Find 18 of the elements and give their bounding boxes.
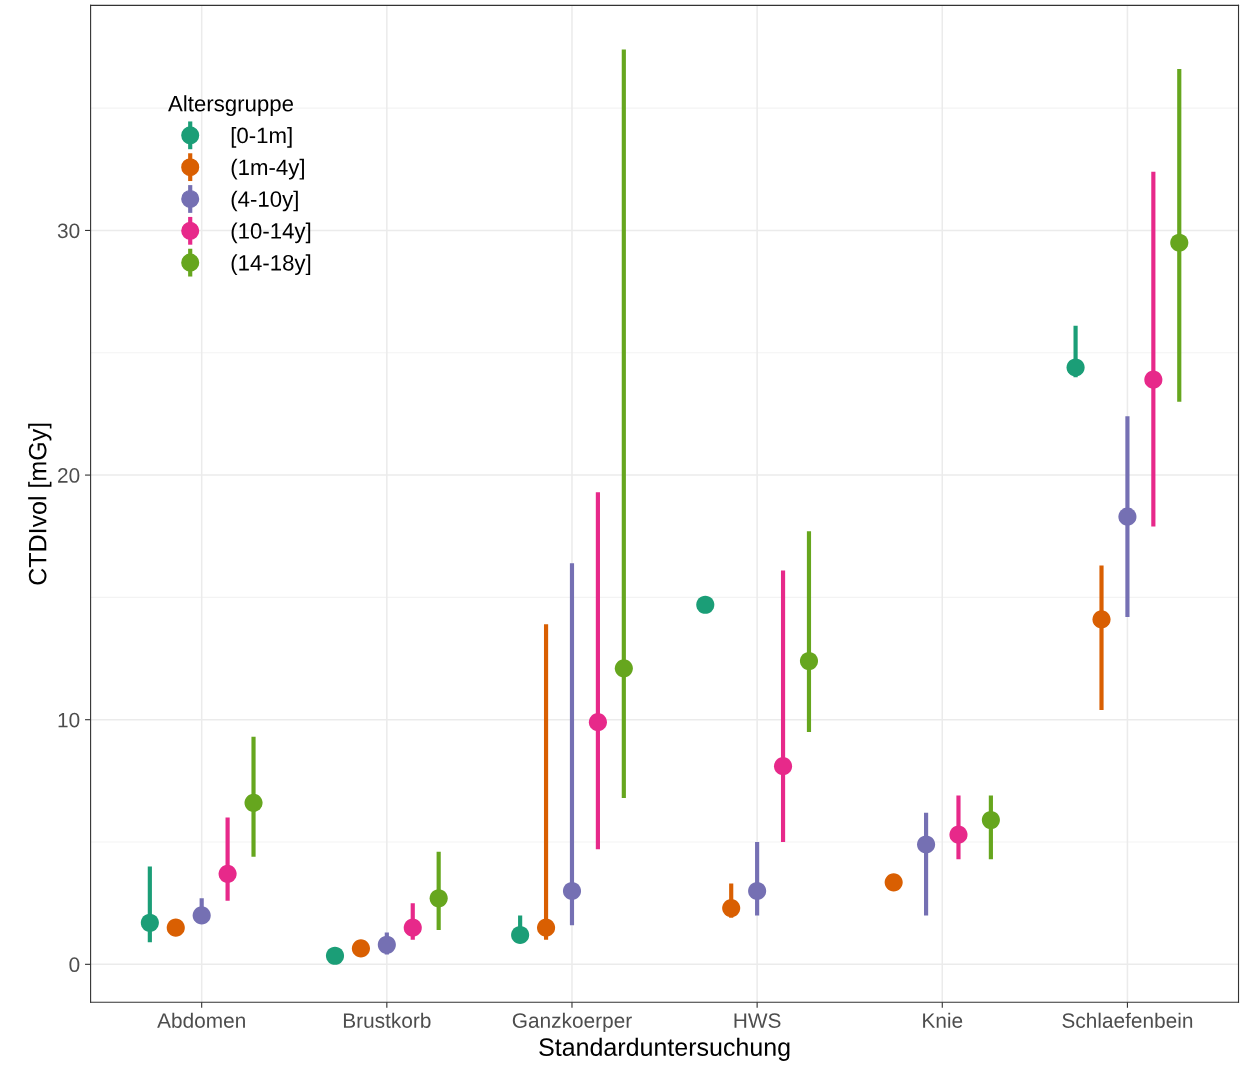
x-tick-label: Ganzkoerper [512,1012,632,1033]
legend-title: Altersgruppe [168,95,293,116]
legend-label: [0-1m] [231,127,292,148]
y-axis-title: CTDIvol [mGy] [28,423,52,585]
legend-label: (4-10y] [231,190,298,212]
legend-label: (14-18y] [231,254,311,276]
x-tick-label: Knie [923,1012,963,1028]
y-tick-label: 30 [57,223,80,239]
y-tick-label: 20 [58,468,80,483]
y-tick-label: 10 [58,712,80,728]
legend-label: (10-14y] [231,222,311,244]
y-tick-label: 0 [69,957,80,973]
x-tick-label: Schlaefenbein [1062,1012,1193,1028]
x-tick-label: Brustkorb [343,1012,431,1028]
x-tick-label: HWS [734,1013,781,1028]
x-tick-label: Abdomen [157,1012,245,1028]
x-axis-title: Standarduntersuchung [539,1037,790,1061]
legend-label: (1m-4y] [231,158,304,180]
